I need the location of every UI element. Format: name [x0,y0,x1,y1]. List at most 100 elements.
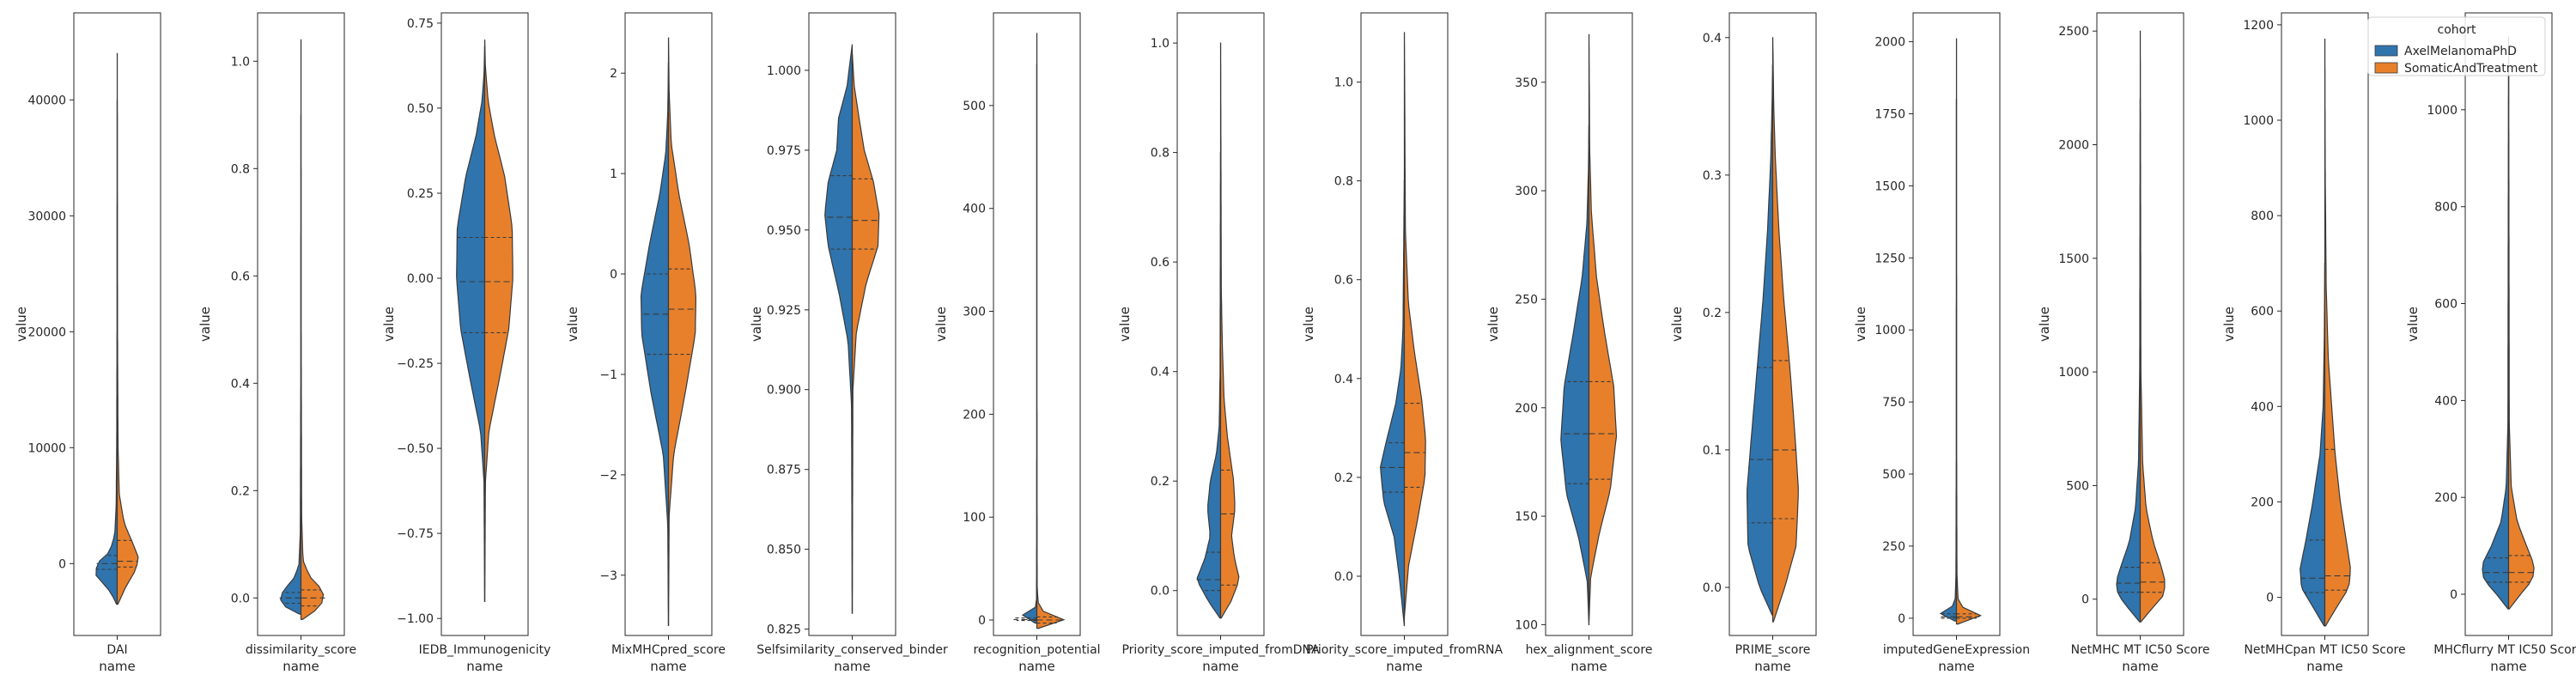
y-tick-label: 250 [1882,540,1905,554]
y-tick-label: 200 [2251,495,2274,509]
y-tick-label: −3 [599,569,617,583]
violin-somatic-9 [1771,37,1799,623]
y-tick-label: 1 [610,167,617,181]
x-axis-title: name [2306,659,2343,674]
y-tick-label: 0.0 [1334,570,1353,584]
y-axis-title: value [565,307,580,342]
violin-somatic-12 [2324,39,2351,627]
violin-axel-0 [95,99,118,605]
y-tick-label: 600 [2251,305,2274,319]
y-axis-title: value [1853,307,1868,342]
legend: cohort AxelMelanomaPhD SomaticAndTreatment [2367,16,2546,76]
y-tick-label: −0.75 [397,527,434,541]
violin-axel-2 [456,46,486,602]
y-tick-label: 0.00 [407,272,434,286]
y-tick-label: 0.4 [1334,373,1353,386]
x-tick-label: MHCflurry MT IC50 Score [2433,643,2576,657]
legend-title: cohort [2438,23,2476,37]
y-tick-label: 0.6 [1151,256,1170,270]
x-axis-title: name [1386,659,1423,674]
y-axis-title: value [197,307,213,342]
legend-swatch-0 [2374,45,2398,57]
y-tick-label: 1.0 [231,55,250,69]
x-axis-title: name [2122,659,2159,674]
y-tick-label: 0.6 [1334,274,1353,288]
panel-13: 0 200 400 600 800 1000 MHCflurry MT IC50 Score… [2405,12,2576,674]
violin-axel-12 [2300,263,2326,627]
x-tick-label: IEDB_Immunogenicity [419,643,551,657]
y-tick-label: 0.4 [231,377,250,391]
y-tick-label: 2 [610,67,617,81]
y-tick-label: 2000 [1874,36,1905,50]
y-tick-label: 1500 [2058,252,2089,266]
x-axis-title: name [2490,659,2527,674]
violin-axel-7 [1380,180,1406,627]
x-axis-title: name [650,659,687,674]
x-tick-label: imputedGeneExpression [1883,643,2030,657]
x-axis-title: name [1202,659,1239,674]
legend-label-0: AxelMelanomaPhD [2404,45,2517,58]
y-tick-label: −2 [599,469,617,483]
y-tick-label: 0 [2266,592,2274,605]
violin-somatic-5 [1036,33,1066,629]
x-axis-title: name [1754,659,1791,674]
y-tick-label: −0.25 [397,357,434,371]
y-tick-label: 0.850 [767,544,801,557]
y-tick-label: 0.900 [767,384,801,398]
y-tick-label: 1000 [2243,114,2274,128]
y-tick-label: 150 [1515,510,1538,524]
y-axis-title: value [1485,307,1501,342]
y-tick-label: 0.3 [1703,169,1722,183]
violin-somatic-6 [1219,42,1240,619]
y-tick-label: 1.0 [1151,37,1170,51]
y-tick-label: 600 [2434,298,2458,312]
y-tick-label: 500 [2066,479,2089,493]
x-tick-label: NetMHC MT IC50 Score [2071,643,2210,657]
panel-7: 0.0 0.2 0.4 0.6 0.8 1.0 Priority_score_imputed… [1301,12,1503,674]
y-tick-label: 0.975 [767,144,801,158]
x-axis-title: name [1571,659,1607,674]
x-axis-title: name [834,659,871,674]
panel-2: −1.00 −0.75 −0.50 −0.25 0.00 0.25 0.50 0.75 IEDB… [381,12,551,674]
y-tick-label: 0.0 [1151,585,1170,599]
legend-label-1: SomaticAndTreatment [2404,62,2538,76]
y-tick-label: 500 [963,100,986,113]
y-tick-label: 0.4 [1703,32,1722,46]
y-axis-title: value [2221,307,2237,342]
y-tick-label: 250 [1515,293,1538,307]
y-tick-label: 100 [963,511,986,525]
y-axis-title: value [1669,307,1685,342]
x-axis-title: name [283,659,319,674]
y-tick-label: 0.8 [231,162,250,176]
x-tick-label: recognition_potential [973,643,1100,657]
y-axis-title: value [749,307,764,342]
x-tick-label: NetMHCpan MT IC50 Score [2244,643,2405,657]
y-tick-label: 350 [1515,76,1538,90]
y-tick-label: 0.8 [1334,175,1353,189]
violin-somatic-2 [483,40,513,602]
y-tick-label: 0 [1898,612,1905,626]
y-tick-label: 0.6 [231,270,250,283]
panel-10: 0 250 500 750 1000 1250 1500 1750 2000 imputedGen… [1853,12,2030,674]
y-tick-label: 0 [58,557,66,571]
x-tick-label: hex_alignment_score [1526,643,1653,657]
violin-somatic-4 [851,53,880,614]
y-tick-label: 0 [2450,588,2458,602]
y-tick-label: 0.50 [407,102,434,116]
y-tick-label: 400 [963,203,986,216]
y-tick-label: 200 [963,408,986,422]
panel-12: 0 200 400 600 800 1000 1200 NetMHCpan MT IC50 S… [2221,12,2406,674]
y-tick-label: 400 [2251,400,2274,414]
y-tick-label: 800 [2434,201,2458,215]
y-tick-label: −1 [599,368,617,382]
y-tick-label: 750 [1882,396,1905,410]
y-tick-label: 0.0 [1703,581,1722,595]
violin-somatic-3 [667,37,697,626]
y-tick-label: 40000 [27,94,66,107]
y-tick-label: 0.925 [767,304,801,318]
y-tick-label: 2500 [2058,25,2089,39]
y-tick-label: 500 [1882,468,1905,482]
x-axis-title: name [99,659,136,674]
